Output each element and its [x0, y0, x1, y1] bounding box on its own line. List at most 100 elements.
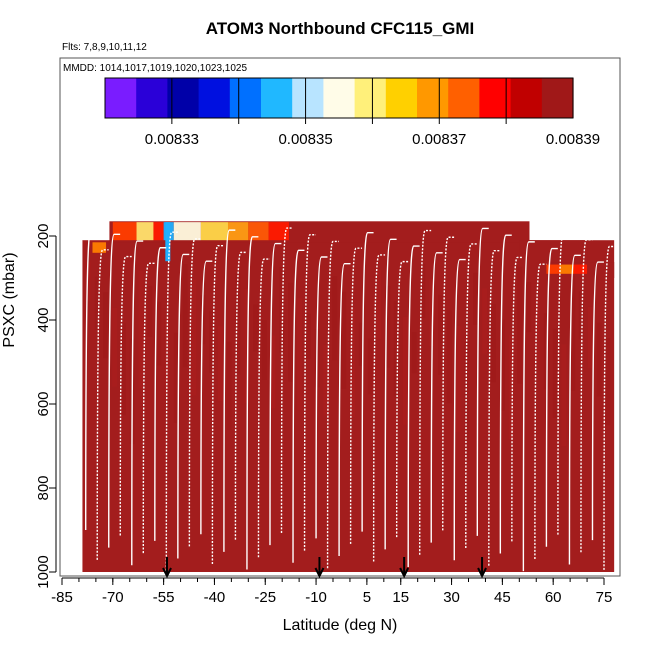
heatmap-cell: [244, 288, 250, 403]
colorbar-cell: [105, 78, 137, 118]
flight-profile: [580, 239, 593, 553]
flight-profile: [591, 261, 604, 541]
flight-profile: [442, 236, 455, 531]
colorbar-tick-label: 0.00833: [145, 131, 199, 148]
heatmap-cell: [173, 332, 179, 423]
heatmap-cell: [358, 322, 364, 366]
colorbar-cell: [541, 78, 574, 118]
heatmap-cell: [393, 301, 399, 397]
colorbar-cell: [198, 78, 231, 118]
flight-profile: [188, 238, 201, 547]
heatmap-cell: [543, 313, 549, 390]
flight-profile: [211, 244, 224, 565]
y-axis: 200 400 600 800 1000: [35, 223, 57, 589]
x-tick-label: -70: [102, 589, 124, 606]
heatmap-cell: [248, 222, 269, 241]
heatmap-cell: [508, 335, 514, 440]
flight-profile: [338, 263, 351, 557]
flight-profile: [223, 229, 236, 552]
heatmap-cell: [559, 264, 574, 274]
flight-profile: [545, 247, 558, 547]
heatmap-cell: [499, 319, 505, 411]
flight-profile: [603, 245, 616, 570]
heatmap-cell: [288, 282, 294, 382]
heatmap-cell: [209, 310, 215, 373]
heatmap-cell: [120, 323, 126, 416]
flight-marker-arrowhead: [399, 567, 410, 579]
heatmap-cell: [156, 301, 162, 366]
heatmap-cell: [112, 222, 137, 241]
flight-profile: [280, 227, 293, 533]
y-axis-label: PSXC (mbar): [1, 252, 18, 347]
flight-marker-arrowhead: [314, 567, 325, 579]
heatmap-cell: [323, 344, 329, 416]
heatmap-cell: [85, 261, 91, 302]
x-tick-label: 45: [494, 589, 511, 606]
flight-profile: [384, 238, 397, 550]
heatmap-cell: [94, 276, 100, 330]
heatmap-cell: [227, 222, 249, 241]
colorbar: 0.00833 0.00835 0.00837 0.00839: [104, 77, 600, 148]
colorbar-tick-label: 0.00835: [278, 131, 332, 148]
heatmap-cell: [473, 272, 479, 325]
heatmap-cell: [136, 222, 154, 241]
heatmap-cell: [605, 338, 611, 426]
heatmap-cell: [596, 322, 602, 397]
x-tick-label: -25: [254, 589, 276, 606]
heatmap-cell: [147, 285, 153, 337]
flight-profile: [131, 240, 144, 566]
flight-profile: [315, 256, 328, 539]
flight-profile: [200, 260, 213, 535]
heatmap-cell: [455, 325, 461, 432]
heatmap-cell: [490, 304, 496, 383]
heatmap-cell: [517, 266, 523, 384]
plot-frame: [59, 57, 621, 577]
flight-profile: [96, 249, 109, 560]
heatmap-cell: [385, 285, 391, 368]
y-tick-label: 800: [35, 475, 52, 500]
heatmap-cell: [200, 222, 228, 241]
heatmap-cell: [341, 291, 347, 389]
flight-profile: [292, 249, 305, 563]
heatmap-cell: [438, 294, 444, 375]
heatmap-cell: [411, 332, 417, 374]
x-tick-label: -85: [51, 589, 73, 606]
colorbar-cell: [354, 78, 387, 118]
heatmap-cell: [570, 275, 576, 391]
heatmap-cell: [173, 222, 201, 241]
heatmap-cell: [153, 222, 164, 241]
heatmap-field: [62, 221, 615, 572]
flight-profile: [349, 247, 363, 544]
colorbar-cell: [385, 78, 418, 118]
flight-marker-arrowhead: [477, 567, 487, 579]
x-tick-label: 30: [443, 589, 460, 606]
heatmap-cell: [182, 264, 188, 368]
flight-profile: [303, 234, 316, 551]
flight-profile: [419, 229, 432, 555]
colorbar-border: [104, 77, 574, 119]
heatmap-cell: [446, 310, 452, 404]
heatmap-cell: [297, 298, 303, 411]
flight-profile: [395, 260, 409, 538]
flight-profile: [257, 258, 270, 558]
flight-profile: [488, 250, 501, 566]
flight-profile: [568, 254, 581, 565]
y-tick-label: 600: [35, 391, 52, 416]
y-tick-label: 200: [35, 223, 52, 248]
heatmap-cell: [165, 222, 171, 262]
flight-profile: [557, 232, 570, 535]
flight-profile: [430, 252, 443, 543]
heatmap-cell: [561, 344, 567, 447]
x-axis-label: Latitude (deg N): [283, 617, 398, 634]
heatmap-cell: [367, 338, 373, 395]
heatmap-cell: [191, 279, 197, 396]
colorbar-cell: [261, 78, 293, 118]
heatmap-cell: [332, 276, 338, 361]
heatmap-cell: [376, 270, 382, 340]
heatmap-cell: [552, 328, 558, 418]
colorbar-tick-label: 0.00837: [412, 131, 466, 148]
x-tick-label: 60: [545, 589, 562, 606]
x-tick-label: -10: [305, 589, 327, 606]
flight-profile: [177, 253, 190, 559]
flight-profile: [108, 233, 121, 548]
